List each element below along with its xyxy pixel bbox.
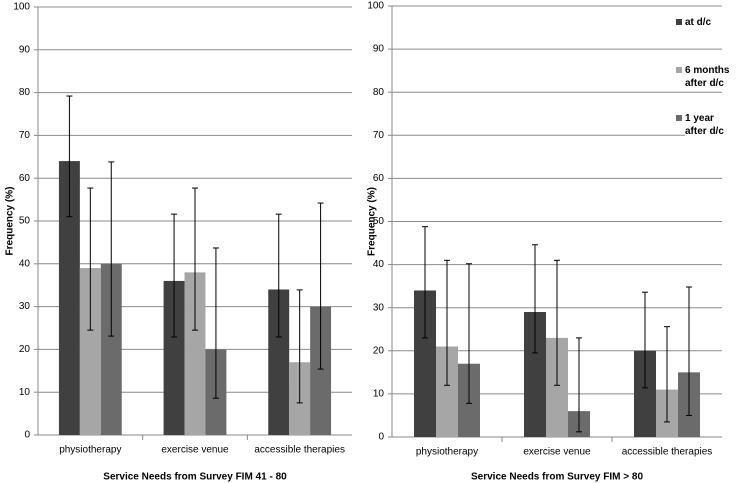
x-tick-label: accessible therapies	[622, 447, 713, 458]
bar	[634, 350, 656, 437]
x-tick-label: exercise venue	[523, 447, 591, 458]
y-tick-label: 30	[19, 301, 31, 312]
error-bar	[212, 247, 219, 399]
error-bar	[444, 259, 450, 386]
y-tick-label: 100	[367, 1, 384, 12]
bar	[310, 306, 332, 435]
error-bar	[171, 213, 178, 338]
y-tick-label: 90	[19, 44, 31, 55]
chart: 0 10 20 30 40 50 60 70 80 90 100 physiotherapy exerc…	[5, 2, 352, 483]
legend-label: 1 year after d/c	[685, 113, 724, 137]
error-bar	[296, 289, 303, 404]
legend-label: at d/c	[685, 17, 712, 28]
y-tick-label: 0	[378, 432, 384, 443]
bar	[58, 161, 80, 435]
legend-label: 6 months after d/c	[685, 65, 730, 89]
y-tick-label: 60	[19, 173, 31, 184]
y-tick-label: 20	[19, 344, 31, 355]
bar	[268, 289, 290, 435]
error-bar	[554, 259, 560, 386]
y-tick-label: 90	[373, 44, 385, 55]
error-bar	[664, 326, 670, 423]
legend-swatch	[676, 115, 682, 121]
y-tick-label: 10	[373, 389, 385, 400]
bar	[184, 272, 206, 435]
error-bar	[686, 286, 692, 416]
chart: 0 10 20 30 40 50 60 70 80 90 100 physiotherapy exerc…	[367, 1, 722, 483]
error-bar	[108, 161, 115, 337]
error-bar	[576, 337, 582, 433]
error-bar	[532, 244, 538, 354]
y-tick-label: 0	[24, 430, 30, 441]
y-tick-label: 40	[19, 258, 31, 269]
bar	[436, 346, 458, 437]
x-axis-title: Service Needs from Survey FIM > 80	[471, 472, 643, 483]
bar	[524, 312, 546, 437]
y-axis-title: Frequency (%)	[5, 187, 16, 256]
y-tick-label: 70	[373, 130, 385, 141]
legend-entry: 6 months after d/c	[676, 64, 736, 90]
error-bar	[466, 263, 472, 404]
legend-entry: at d/c	[676, 16, 736, 29]
legend-swatch	[676, 67, 682, 73]
y-tick-label: 100	[13, 2, 30, 13]
bar	[79, 268, 101, 435]
y-tick-label: 60	[373, 173, 385, 184]
error-bar	[422, 226, 428, 339]
x-axis-title: Service Needs from Survey FIM 41 - 80	[103, 472, 287, 483]
y-tick-label: 70	[19, 130, 31, 141]
error-bar	[87, 187, 94, 331]
legend-entry: 1 year after d/c	[676, 112, 736, 138]
y-tick-label: 80	[373, 87, 385, 98]
error-bar	[66, 95, 73, 218]
error-bar	[317, 202, 324, 370]
y-tick-label: 80	[19, 87, 31, 98]
y-tick-label: 10	[19, 387, 31, 398]
y-axis-title: Frequency (%)	[367, 187, 378, 256]
bar	[546, 337, 568, 437]
bar	[100, 263, 122, 435]
error-bar	[192, 187, 198, 331]
x-tick-label: accessible therapies	[254, 445, 345, 456]
legend-swatch	[676, 19, 682, 25]
y-tick-label: 40	[373, 259, 385, 270]
x-tick-label: physiotherapy	[416, 447, 478, 458]
y-tick-label: 20	[373, 345, 385, 356]
x-tick-label: physiotherapy	[59, 445, 121, 456]
bar	[163, 280, 185, 435]
error-bar	[275, 213, 282, 338]
bar	[414, 290, 436, 437]
error-bar	[642, 291, 648, 389]
y-tick-label: 50	[19, 216, 31, 227]
y-tick-label: 30	[373, 302, 385, 313]
y-tick-label: 50	[373, 216, 385, 227]
x-tick-label: exercise venue	[161, 445, 229, 456]
